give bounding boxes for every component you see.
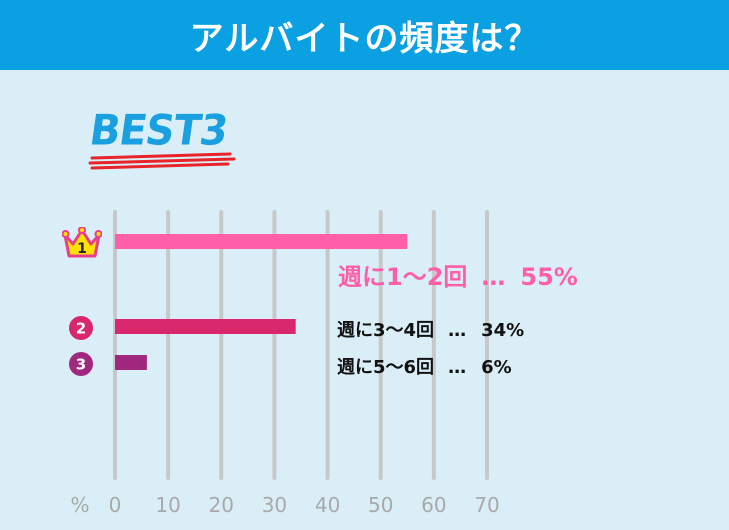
separator: … <box>481 263 507 291</box>
separator: … <box>448 320 468 341</box>
bar-rank-2 <box>115 319 296 334</box>
axis-unit-label: % <box>70 493 89 517</box>
separator: … <box>448 357 468 378</box>
x-tick-label: 0 <box>109 493 122 517</box>
rank-1-number: 1 <box>77 241 87 257</box>
crown-icon: 1 <box>62 227 102 258</box>
value-label: 55% <box>520 263 578 291</box>
header-bar: アルバイトの頻度は？ <box>0 0 729 70</box>
value-label: 6% <box>481 357 512 378</box>
bar-label-rank-3: 週に5〜6回 … 6% <box>337 353 512 379</box>
badge-underline-icon <box>88 152 236 170</box>
rank-3-number: 3 <box>76 356 86 374</box>
circle-number-icon: 3 <box>69 352 93 376</box>
category-label: 週に1〜2回 <box>338 263 468 291</box>
x-tick-label: 60 <box>421 493 446 517</box>
x-tick-label: 20 <box>209 493 234 517</box>
x-tick-label: 40 <box>315 493 340 517</box>
x-tick-label: 30 <box>262 493 287 517</box>
value-label: 34% <box>481 320 525 341</box>
bar-rank-3 <box>115 355 147 370</box>
best3-badge: BEST3 <box>87 107 238 170</box>
category-label: 週に5〜6回 <box>337 357 435 378</box>
x-tick-label: 70 <box>474 493 499 517</box>
rank-2-number: 2 <box>76 320 86 338</box>
page-title: アルバイトの頻度は？ <box>189 18 540 59</box>
bar-rank-1 <box>115 234 408 249</box>
category-label: 週に3〜4回 <box>337 320 435 341</box>
bar-label-rank-1: 週に1〜2回 … 55% <box>338 257 578 292</box>
x-tick-label: 10 <box>155 493 180 517</box>
x-tick-label: 50 <box>368 493 393 517</box>
bar-label-rank-2: 週に3〜4回 … 34% <box>337 316 524 342</box>
circle-number-icon: 2 <box>69 316 93 340</box>
